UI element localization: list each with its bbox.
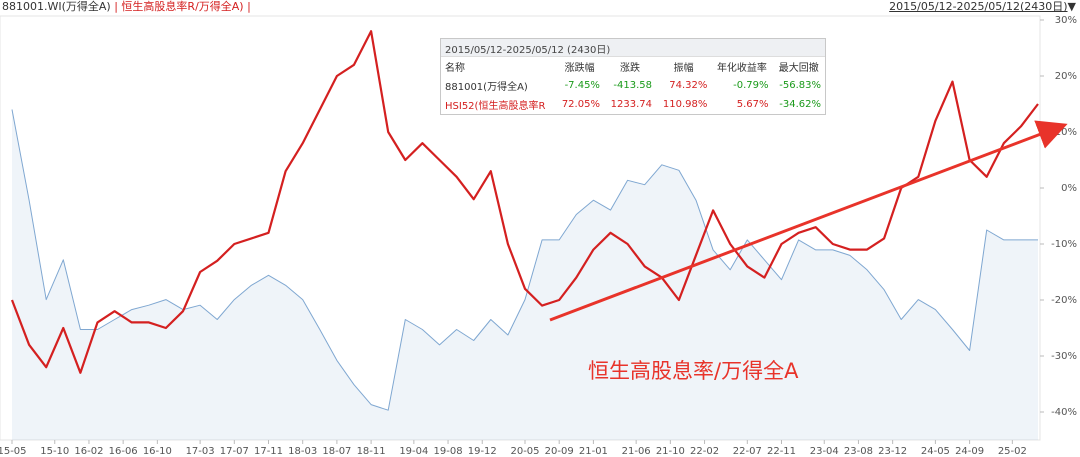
table-cell: 最大回撤 bbox=[778, 63, 819, 74]
x-tick-label: 22-07 bbox=[733, 446, 762, 457]
x-tick-label: 22-02 bbox=[690, 446, 719, 457]
period[interactable]: 2015/05/12-2025/05/12(2430日)▼ bbox=[889, 0, 1076, 13]
y-tick-label: -30% bbox=[1051, 351, 1077, 362]
x-tick-label: 17-03 bbox=[186, 446, 215, 457]
y-tick-label: -40% bbox=[1051, 407, 1077, 418]
x-tick-label: 18-07 bbox=[322, 446, 351, 457]
table-row: HSI52(恒生高股息率R 72.05% 1233.74 110.98% 5.67% -3… bbox=[441, 95, 825, 114]
table-cell: 涨跌幅 bbox=[564, 63, 595, 74]
table-cell: HSI52(恒生高股息率R bbox=[445, 101, 546, 112]
x-tick-label: 19-04 bbox=[399, 446, 428, 457]
x-tick-label: 23-08 bbox=[844, 446, 873, 457]
x-tick-label: 21-10 bbox=[656, 446, 685, 457]
table-cell: 5.67% bbox=[736, 99, 769, 110]
table-cell: 年化收益率 bbox=[716, 63, 767, 74]
period-label[interactable]: 2015/05/12-2025/05/12(2430日) bbox=[889, 0, 1068, 13]
x-tick-label: 23-12 bbox=[878, 446, 907, 457]
x-tick-label: 18-11 bbox=[357, 446, 386, 457]
x-tick-label: 17-07 bbox=[220, 446, 249, 457]
x-tick-label: 20-05 bbox=[510, 446, 539, 457]
legend-entry: 881001.WI(万得全A) bbox=[2, 0, 111, 13]
y-tick-label: -10% bbox=[1051, 239, 1077, 250]
table-cell: 74.32% bbox=[669, 80, 708, 91]
y-tick-label: 20% bbox=[1055, 71, 1077, 82]
x-tick-label: 20-09 bbox=[545, 446, 574, 457]
series-line bbox=[10, 30, 1039, 374]
table-cell: -7.45% bbox=[564, 80, 600, 91]
x-tick-label: 25-02 bbox=[998, 446, 1027, 457]
table-cell: -34.62% bbox=[779, 99, 821, 110]
x-tick-label: 23-04 bbox=[810, 446, 839, 457]
stats-panel: 2015/05/12-2025/05/12 (2430日) 名称 涨跌幅 涨跌 振幅 年… bbox=[440, 38, 826, 115]
table-cell: -56.83% bbox=[779, 80, 821, 91]
stats-title: 2015/05/12-2025/05/12 (2430日) bbox=[441, 39, 825, 57]
table-cell: 名称 bbox=[445, 63, 465, 74]
legend: 881001.WI(万得全A) | 恒生高股息率R/万得全A) | bbox=[2, 0, 251, 13]
x-tick-label: 19-08 bbox=[434, 446, 463, 457]
x-tick-label: 15-05 bbox=[0, 446, 27, 457]
x-tick-label: 21-01 bbox=[579, 446, 608, 457]
legend-entry: 恒生高股息率R/万得全A) bbox=[121, 0, 244, 13]
x-tick-label: 17-11 bbox=[254, 446, 283, 457]
annotation: 恒生高股息率/万得全A bbox=[588, 359, 799, 383]
y-tick-label: 0% bbox=[1061, 183, 1077, 194]
table-row: 881001(万得全A) -7.45% -413.58 74.32% -0.79% -56… bbox=[441, 76, 825, 95]
table-cell: 振幅 bbox=[673, 63, 694, 74]
x-tick-label: 24-09 bbox=[955, 446, 984, 457]
table-cell: 涨跌 bbox=[619, 63, 640, 74]
stats-table: 名称 涨跌幅 涨跌 振幅 年化收益率 最大回撤 881001(万得全A) -7.45% -413… bbox=[441, 57, 825, 114]
table-cell: -413.58 bbox=[613, 80, 652, 91]
table-cell: -0.79% bbox=[733, 80, 769, 91]
x-tick-label: 16-10 bbox=[143, 446, 172, 457]
y-tick-label: 30% bbox=[1055, 15, 1077, 26]
table-cell: 110.98% bbox=[662, 99, 708, 110]
table-cell: 72.05% bbox=[561, 99, 600, 110]
x-tick-label: 22-11 bbox=[767, 446, 796, 457]
table-cell: 1233.74 bbox=[610, 99, 652, 110]
area-fill bbox=[12, 109, 1038, 440]
x-tick-label: 21-06 bbox=[622, 446, 651, 457]
x-tick-label: 16-02 bbox=[74, 446, 103, 457]
trend-arrow bbox=[549, 120, 1068, 322]
table-cell: 881001(万得全A) bbox=[445, 82, 528, 93]
y-tick-label: -20% bbox=[1051, 295, 1077, 306]
x-tick-label: 15-10 bbox=[40, 446, 69, 457]
x-tick-label: 24-05 bbox=[921, 446, 950, 457]
x-tick-label: 18-03 bbox=[288, 446, 317, 457]
x-tick-label: 19-12 bbox=[468, 446, 497, 457]
x-tick-label: 16-06 bbox=[109, 446, 138, 457]
